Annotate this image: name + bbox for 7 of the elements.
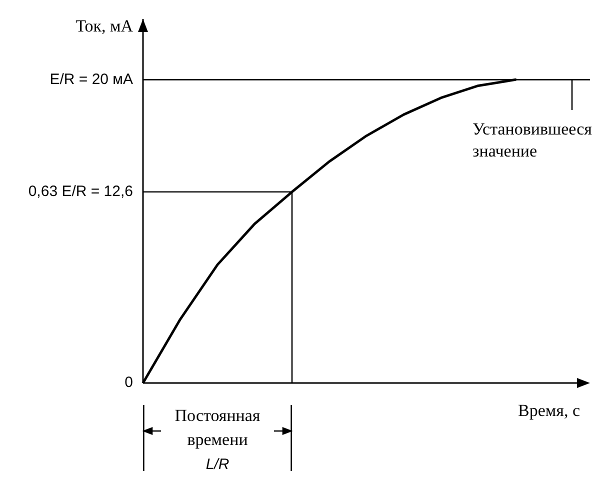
text: Постоянная времени L/R (174, 406, 260, 473)
y-tick-label: 0,63 E/R = 12,6 (28, 183, 133, 200)
x-axis-title: Время, с (518, 400, 580, 420)
y-tick-label: E/R = 20 мА (50, 70, 133, 88)
annotation: Установившееся значение (472, 120, 592, 161)
y-tick-label: 0 (124, 374, 133, 392)
y-axis-title: Ток, мА (76, 16, 134, 36)
